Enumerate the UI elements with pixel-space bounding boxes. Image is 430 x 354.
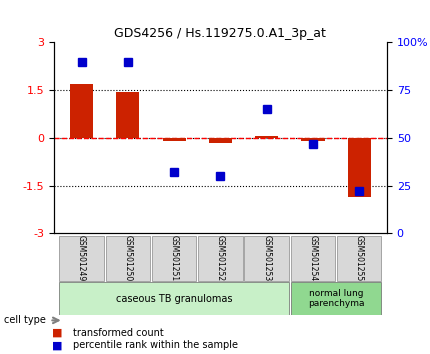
FancyBboxPatch shape — [291, 282, 381, 315]
Bar — [301, 138, 325, 141]
Bar — [209, 138, 232, 143]
Text: GSM501255: GSM501255 — [355, 235, 364, 281]
Text: caseous TB granulomas: caseous TB granulomas — [116, 294, 232, 304]
Bar — [163, 138, 186, 141]
FancyBboxPatch shape — [106, 236, 150, 281]
Text: normal lung
parenchyma: normal lung parenchyma — [308, 289, 364, 308]
Text: GSM501251: GSM501251 — [169, 235, 178, 281]
Text: ■: ■ — [52, 328, 62, 338]
Text: percentile rank within the sample: percentile rank within the sample — [73, 341, 238, 350]
FancyBboxPatch shape — [59, 236, 104, 281]
FancyBboxPatch shape — [337, 236, 381, 281]
Text: GSM501249: GSM501249 — [77, 235, 86, 281]
Text: GSM501250: GSM501250 — [123, 235, 132, 281]
FancyBboxPatch shape — [59, 282, 289, 315]
Bar — [116, 92, 139, 138]
Title: GDS4256 / Hs.119275.0.A1_3p_at: GDS4256 / Hs.119275.0.A1_3p_at — [114, 27, 326, 40]
Text: GSM501252: GSM501252 — [216, 235, 225, 281]
FancyBboxPatch shape — [198, 236, 243, 281]
Text: transformed count: transformed count — [73, 328, 164, 338]
Text: ■: ■ — [52, 341, 62, 350]
FancyBboxPatch shape — [244, 236, 289, 281]
FancyBboxPatch shape — [291, 236, 335, 281]
Text: cell type: cell type — [4, 315, 46, 325]
FancyBboxPatch shape — [152, 236, 197, 281]
Bar — [70, 84, 93, 138]
Bar — [255, 136, 278, 138]
Bar — [348, 138, 371, 197]
Text: GSM501254: GSM501254 — [308, 235, 317, 281]
Text: GSM501253: GSM501253 — [262, 235, 271, 281]
